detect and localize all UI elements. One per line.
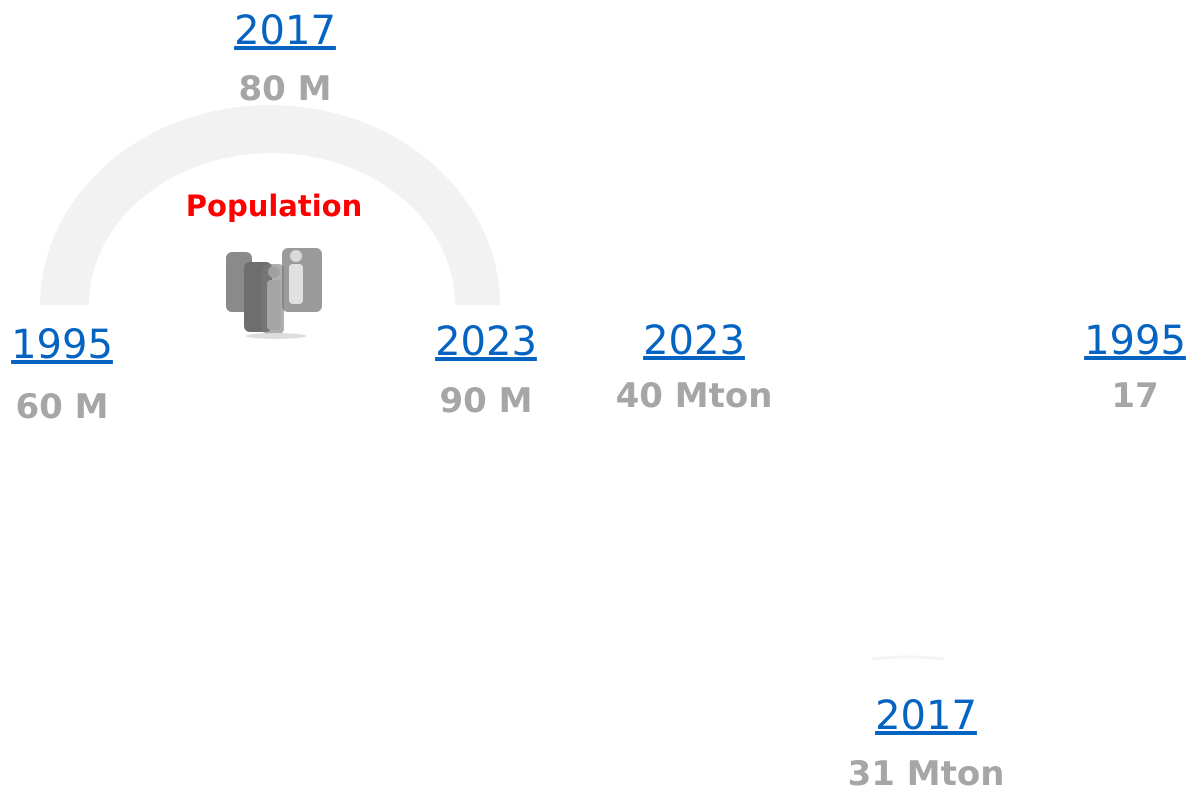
people-icon xyxy=(226,248,322,339)
value: 17 xyxy=(1111,376,1158,416)
year-link[interactable]: 2023 xyxy=(435,319,537,365)
value: 80 M xyxy=(239,69,332,109)
value: 40 Mton xyxy=(616,376,773,416)
value: 31 Mton xyxy=(848,754,1005,790)
value: 90 M xyxy=(440,381,533,421)
year-link[interactable]: 2023 xyxy=(643,318,745,364)
year-link[interactable]: 2017 xyxy=(234,8,336,54)
value: 60 M xyxy=(16,387,109,427)
year-link[interactable]: 1995 xyxy=(1084,318,1186,364)
emissions-arc xyxy=(872,657,944,659)
year-link[interactable]: 1995 xyxy=(11,322,113,368)
group-title: Population xyxy=(186,189,362,223)
year-link[interactable]: 2017 xyxy=(875,693,977,739)
slide: Population 1995 60 M 2017 80 M 2023 90 M… xyxy=(0,0,1192,790)
